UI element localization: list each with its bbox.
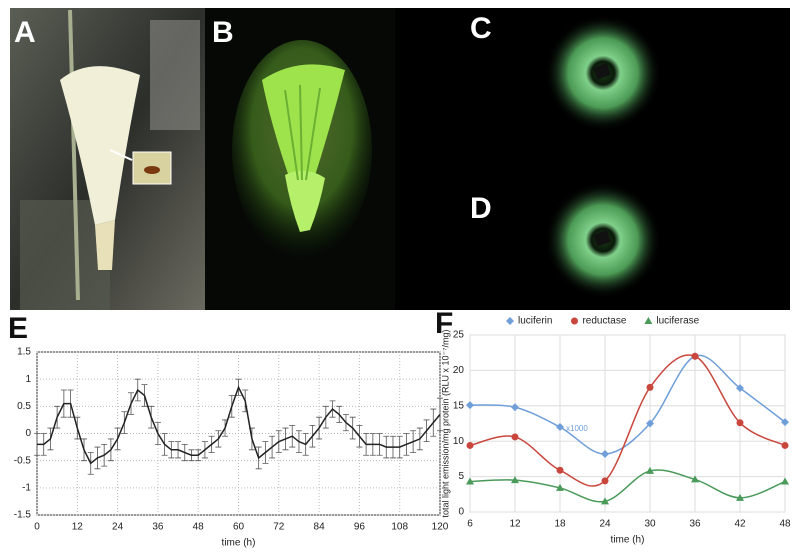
marker	[736, 419, 744, 427]
error-bar	[437, 397, 443, 432]
marker	[781, 441, 789, 449]
panel-label: C	[470, 12, 492, 45]
x-tick-label: 18	[554, 519, 566, 530]
marker	[556, 466, 564, 474]
y-tick-label: 0	[458, 507, 464, 518]
y-tick-label: 1	[25, 374, 31, 385]
x-tick-label: 48	[779, 519, 791, 530]
marker	[556, 483, 564, 491]
x-axis-label: time (h)	[611, 535, 645, 546]
legend-label: luciferase	[656, 316, 699, 327]
marker	[601, 449, 609, 458]
marker	[570, 317, 578, 325]
legend-label: luciferin	[518, 316, 552, 327]
x-axis-label: time (h)	[222, 538, 256, 549]
photo-a	[10, 8, 205, 310]
data-line	[37, 385, 441, 465]
x-tick-label: 0	[34, 522, 40, 533]
y-tick-label: 0	[25, 428, 31, 439]
x-tick-label: 120	[432, 522, 449, 533]
x-tick-label: 42	[734, 519, 746, 530]
marker	[691, 352, 699, 360]
legend-label: reductase	[582, 316, 626, 327]
marker	[781, 418, 789, 427]
data-line	[469, 354, 786, 455]
x-tick-label: 30	[644, 519, 656, 530]
y-axis-label: total light emission/mg protein (RLU x 1…	[440, 329, 450, 517]
photo-cd	[395, 8, 790, 310]
photo-b	[205, 8, 395, 310]
marker	[511, 403, 519, 412]
marker	[736, 384, 744, 393]
panel-label: E	[8, 312, 28, 345]
y-tick-label: 10	[453, 436, 465, 447]
x-tick-label: 108	[391, 522, 408, 533]
x-tick-label: 24	[599, 519, 611, 530]
panel-label: D	[470, 192, 492, 225]
data-line	[469, 354, 786, 487]
marker	[556, 423, 564, 432]
x-tick-label: 84	[314, 522, 326, 533]
marker	[691, 475, 699, 483]
x-tick-label: 96	[354, 522, 366, 533]
marker	[601, 497, 609, 505]
y-tick-label: 1.5	[17, 347, 31, 358]
x-tick-label: 12	[509, 519, 521, 530]
marker	[466, 477, 474, 485]
marker	[466, 441, 474, 449]
data-line	[469, 469, 786, 503]
y-tick-label: 15	[453, 400, 465, 411]
x-tick-label: 12	[72, 522, 84, 533]
marker	[646, 466, 654, 474]
panel-label: B	[212, 16, 234, 49]
marker	[601, 477, 609, 485]
marker	[466, 401, 474, 410]
marker	[646, 419, 654, 428]
x-tick-label: 6	[467, 519, 473, 530]
panel-label: F	[435, 307, 453, 340]
annotation: x1000	[566, 424, 588, 433]
x-tick-label: 60	[233, 522, 245, 533]
y-tick-label: -1.5	[14, 510, 32, 521]
y-tick-label: 5	[458, 471, 464, 482]
marker	[644, 317, 653, 324]
x-tick-label: 48	[193, 522, 205, 533]
x-tick-label: 36	[152, 522, 164, 533]
y-tick-label: 20	[453, 365, 465, 376]
x-tick-label: 24	[112, 522, 124, 533]
marker	[736, 493, 744, 501]
x-tick-label: 72	[273, 522, 285, 533]
y-tick-label: 0.5	[17, 401, 31, 412]
y-tick-label: -0.5	[14, 455, 32, 466]
panel-label: A	[14, 16, 36, 49]
x-tick-label: 36	[689, 519, 701, 530]
marker	[506, 317, 514, 325]
y-tick-label: -1	[22, 482, 31, 493]
marker	[781, 477, 789, 485]
y-tick-label: 25	[453, 330, 465, 341]
marker	[511, 433, 519, 441]
marker	[511, 476, 519, 484]
marker	[646, 383, 654, 391]
